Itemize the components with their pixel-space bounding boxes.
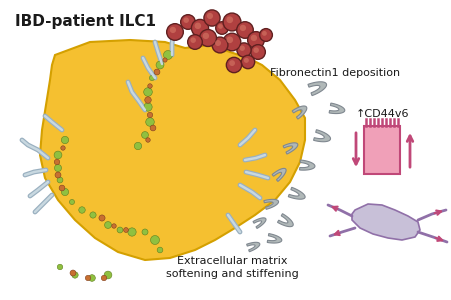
Circle shape [157, 247, 162, 253]
Circle shape [61, 188, 69, 196]
Polygon shape [299, 160, 314, 170]
Polygon shape [328, 103, 344, 114]
Circle shape [259, 28, 272, 41]
Circle shape [88, 275, 95, 281]
Circle shape [54, 159, 60, 165]
Circle shape [183, 17, 189, 23]
Polygon shape [267, 234, 281, 243]
Circle shape [128, 228, 136, 236]
Circle shape [166, 24, 183, 40]
Polygon shape [351, 204, 419, 240]
Circle shape [241, 55, 254, 69]
Circle shape [163, 50, 172, 59]
Circle shape [70, 270, 76, 276]
Circle shape [239, 46, 244, 51]
Circle shape [55, 172, 61, 178]
Circle shape [60, 146, 65, 150]
Circle shape [147, 112, 152, 118]
Text: ↑CD44v6: ↑CD44v6 [355, 109, 409, 119]
Circle shape [236, 22, 253, 38]
Circle shape [253, 47, 258, 53]
Circle shape [143, 103, 152, 111]
Circle shape [243, 58, 249, 63]
Circle shape [57, 177, 63, 183]
Circle shape [226, 37, 233, 43]
Circle shape [239, 25, 245, 31]
Circle shape [150, 236, 159, 244]
Text: IBD-patient ILC1: IBD-patient ILC1 [15, 14, 156, 29]
Polygon shape [272, 168, 285, 182]
Circle shape [223, 33, 240, 51]
Circle shape [212, 37, 227, 53]
Circle shape [117, 227, 123, 233]
Circle shape [262, 31, 266, 36]
Polygon shape [307, 82, 326, 96]
Circle shape [217, 24, 222, 29]
Circle shape [199, 29, 216, 46]
Circle shape [145, 118, 154, 126]
Circle shape [250, 35, 257, 41]
Circle shape [226, 16, 233, 23]
Circle shape [59, 185, 65, 191]
Circle shape [104, 271, 112, 279]
Circle shape [78, 207, 85, 213]
Circle shape [101, 275, 106, 281]
Circle shape [170, 27, 176, 33]
Circle shape [141, 132, 148, 138]
Circle shape [149, 75, 154, 81]
Circle shape [111, 224, 116, 228]
Polygon shape [263, 199, 278, 209]
Circle shape [250, 45, 265, 59]
Circle shape [55, 164, 61, 172]
Circle shape [203, 10, 220, 26]
Circle shape [134, 142, 141, 150]
Circle shape [215, 22, 228, 34]
Circle shape [247, 32, 264, 48]
Circle shape [150, 125, 156, 131]
Circle shape [144, 97, 151, 103]
Circle shape [187, 35, 202, 49]
Circle shape [226, 57, 241, 73]
Circle shape [104, 222, 111, 228]
Polygon shape [246, 242, 259, 252]
Circle shape [229, 60, 235, 66]
Polygon shape [253, 218, 266, 229]
Circle shape [191, 20, 208, 37]
Polygon shape [277, 214, 293, 227]
Polygon shape [291, 106, 306, 119]
Circle shape [57, 264, 63, 270]
Polygon shape [282, 143, 297, 154]
Circle shape [190, 38, 196, 43]
Polygon shape [40, 40, 304, 260]
Text: Extracellular matrix
softening and stiffening: Extracellular matrix softening and stiff… [165, 256, 298, 279]
Circle shape [85, 275, 91, 281]
Polygon shape [313, 130, 330, 142]
Circle shape [202, 33, 209, 39]
Circle shape [142, 229, 147, 235]
Circle shape [90, 212, 96, 218]
Circle shape [215, 40, 221, 46]
Circle shape [223, 13, 240, 31]
Circle shape [54, 151, 62, 159]
Circle shape [207, 13, 212, 19]
Circle shape [72, 272, 78, 278]
Circle shape [154, 69, 160, 75]
Circle shape [156, 61, 164, 69]
Circle shape [194, 22, 201, 29]
Circle shape [143, 88, 152, 96]
Circle shape [147, 84, 152, 88]
Circle shape [145, 138, 150, 142]
Circle shape [61, 136, 69, 144]
Text: Fibronectin1 deposition: Fibronectin1 deposition [269, 68, 399, 78]
Polygon shape [363, 126, 399, 174]
Circle shape [236, 43, 251, 57]
Circle shape [99, 215, 105, 221]
Circle shape [180, 15, 195, 29]
Circle shape [162, 58, 167, 62]
Circle shape [123, 228, 128, 232]
Circle shape [69, 200, 74, 205]
Polygon shape [288, 187, 304, 199]
